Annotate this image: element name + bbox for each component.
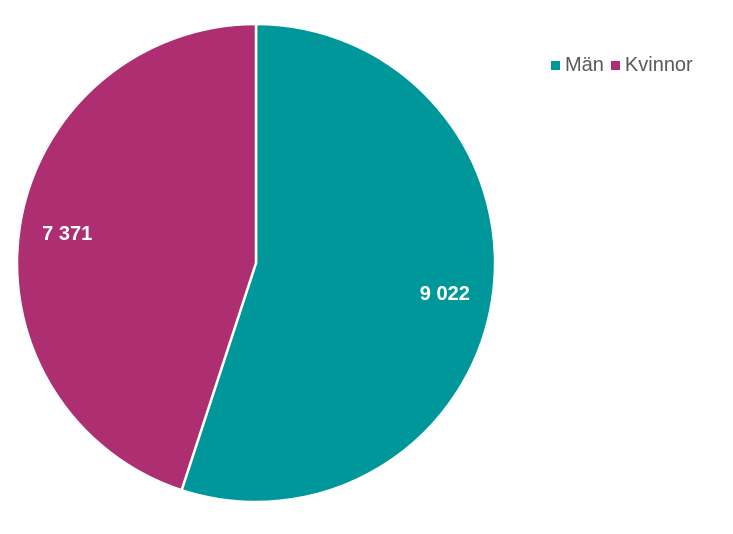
legend-swatch-kvinnor — [610, 61, 620, 70]
legend-item-man: Män — [551, 54, 604, 77]
legend-swatch-man — [551, 61, 560, 70]
legend-label-man: Män — [565, 54, 604, 76]
data-label-kvinnor: 7 371 — [42, 223, 92, 245]
chart-legend: Män Kvinnor — [551, 54, 700, 77]
legend-label-kvinnor: Kvinnor — [624, 54, 693, 76]
pie-slice-kvinnor — [15, 22, 258, 492]
pie-data-labels: 9 022 7 371 — [42, 223, 470, 305]
pie-slices — [15, 22, 497, 504]
pie-slice-man — [180, 22, 497, 504]
data-label-man: 9 022 — [420, 283, 470, 305]
legend-item-kvinnor: Kvinnor — [610, 54, 693, 77]
